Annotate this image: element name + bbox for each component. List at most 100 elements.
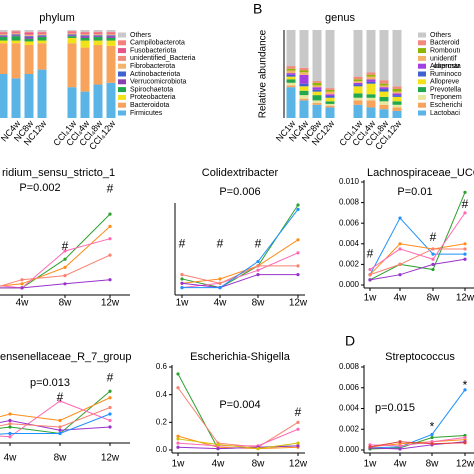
x-tick-label: 12w: [101, 453, 120, 464]
point: [108, 405, 112, 410]
x-tick-label: 12w: [289, 459, 308, 470]
bar-segment: [11, 30, 21, 31]
bar-segment: [366, 83, 376, 95]
point: [296, 427, 300, 431]
bar-segment: [366, 74, 376, 77]
bar-segment: [379, 104, 389, 110]
bar-segment: [325, 94, 335, 96]
bar-segment: [67, 34, 77, 36]
x-tick-label: 4w: [394, 459, 408, 470]
line-series: [0, 407, 111, 428]
legend-label: Bacteroid: [430, 40, 460, 47]
significance-mark: #: [179, 236, 186, 250]
bar-segment: [312, 82, 322, 86]
legend-label: Campilobacterota: [130, 40, 185, 47]
legend-swatch: [418, 32, 426, 38]
bar-segment: [67, 35, 77, 37]
panel-label: D: [345, 333, 355, 349]
bar-segment: [286, 68, 296, 71]
bar-segment: [0, 37, 8, 41]
point: [398, 447, 402, 451]
legend-swatch: [418, 102, 426, 108]
x-tick-label: 12w: [456, 459, 474, 470]
p-value: P=0.004: [219, 399, 260, 411]
point: [108, 253, 112, 257]
bar-segment: [11, 33, 21, 35]
x-tick-label: 4w: [212, 459, 226, 470]
line-series: [369, 217, 465, 275]
bar-segment: [106, 32, 116, 34]
significance-mark: *: [430, 419, 435, 433]
bar-segment: [299, 74, 309, 84]
bar-segment: [11, 43, 21, 79]
bar-segment: [11, 40, 21, 44]
point: [8, 412, 12, 416]
bar-segment: [286, 82, 296, 86]
bar-segment: [353, 97, 363, 101]
point: [463, 247, 467, 251]
point: [8, 435, 12, 439]
bar-segment: [80, 36, 90, 38]
legend-label: Lactobaci: [430, 110, 460, 117]
legend-label: Prevotella: [430, 86, 461, 93]
point: [398, 247, 402, 251]
bar-segment: [299, 95, 309, 99]
bar-segment: [37, 30, 47, 32]
bar-segment: [80, 31, 90, 33]
point: [463, 252, 467, 256]
point: [180, 273, 184, 277]
bar-segment: [11, 32, 21, 34]
bar-segment: [392, 91, 402, 94]
point: [108, 278, 112, 282]
point: [176, 445, 180, 449]
point: [368, 278, 372, 282]
bar-segment: [37, 34, 47, 36]
bar-segment: [37, 36, 47, 38]
point: [63, 257, 67, 261]
bar-segment: [286, 73, 296, 75]
p-value: P=0.01: [397, 186, 432, 198]
x-tick-label: 4w: [16, 298, 30, 309]
bar-segment: [286, 85, 296, 88]
bar-segment: [325, 101, 335, 104]
line-series: [369, 248, 465, 276]
point: [368, 445, 372, 449]
line-series: [369, 212, 466, 270]
bar-segment: [325, 89, 335, 92]
point: [176, 372, 180, 376]
bar-segment: [392, 101, 402, 105]
bar-segment: [366, 94, 376, 98]
bar-segment: [353, 82, 363, 85]
line-series: [369, 437, 466, 447]
point: [463, 388, 467, 392]
line-series: [177, 387, 299, 448]
bar-segment: [379, 85, 389, 88]
bar-segment: [93, 84, 103, 118]
line-series: [0, 397, 111, 422]
point: [256, 268, 260, 272]
x-tick-label: 1w: [176, 298, 190, 309]
bar-segment: [392, 110, 402, 118]
point: [20, 282, 24, 286]
legend-swatch: [118, 102, 126, 108]
bar-segment: [353, 76, 363, 80]
point: [398, 444, 402, 448]
bar-segment: [379, 80, 389, 84]
legend-swatch: [118, 94, 126, 100]
point: [216, 447, 220, 451]
point: [296, 264, 300, 268]
line-series: [181, 204, 299, 289]
point: [431, 257, 435, 261]
significance-mark: #: [107, 370, 114, 384]
bar-segment: [379, 109, 389, 118]
point: [58, 431, 62, 436]
legend-swatch: [418, 110, 426, 116]
x-tick-label: 12w: [289, 298, 308, 309]
point: [398, 242, 402, 246]
y-tick-label: 0.004: [339, 239, 360, 248]
bar-segment: [312, 89, 322, 92]
bar-segment: [37, 31, 47, 33]
y-tick-label: 0.000: [339, 445, 360, 454]
significance-mark: #: [255, 236, 262, 250]
